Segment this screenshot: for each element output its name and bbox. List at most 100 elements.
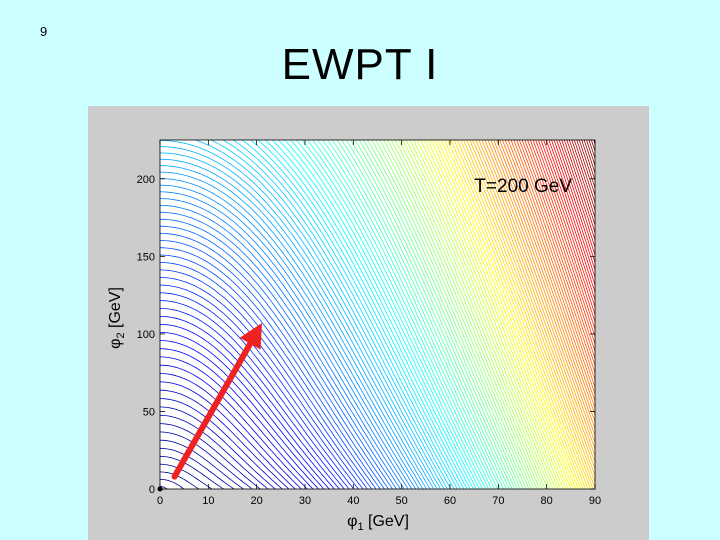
contour-line	[543, 140, 595, 293]
contour-lines	[160, 140, 595, 489]
y-tick-label: 50	[143, 406, 155, 418]
contour-line	[332, 140, 504, 489]
contour-line	[160, 152, 434, 489]
contour-line	[588, 140, 595, 159]
contour-line	[420, 140, 564, 489]
y-tick-label: 200	[137, 174, 155, 186]
contour-line	[416, 140, 561, 489]
figure-panel: 0 10 20 30 40 50 60 70 80 90 0 50 100 150 200 T=200 Ge…	[88, 106, 649, 540]
contour-line	[354, 140, 519, 489]
contour-line	[210, 140, 448, 489]
contour-line	[437, 140, 577, 489]
contour-line	[160, 447, 235, 489]
contour-line	[566, 140, 595, 226]
contour-line	[271, 140, 471, 489]
contour-line	[387, 140, 541, 489]
contour-line	[160, 254, 377, 489]
contour-line	[405, 140, 554, 489]
contour-line	[490, 140, 595, 429]
contour-line	[195, 140, 445, 489]
contour-line	[578, 140, 595, 188]
x-tick-label: 30	[299, 495, 311, 507]
contour-line	[265, 140, 468, 489]
contour-line	[160, 211, 401, 489]
contour-line	[447, 140, 584, 489]
contour-line	[469, 140, 595, 476]
contour-line	[160, 439, 244, 489]
contour-line	[440, 140, 579, 489]
contour-line	[312, 140, 493, 489]
axes: 0 10 20 30 40 50 60 70 80 90 0 50 100 150 200	[137, 139, 601, 507]
x-tick-label: 90	[589, 495, 601, 507]
contour-line	[394, 140, 546, 489]
contour-line	[160, 240, 385, 489]
contour-line	[358, 140, 521, 489]
temperature-annotation: T=200 GeV	[474, 176, 572, 197]
contour-line	[307, 140, 490, 489]
contour-line	[327, 140, 501, 489]
contour-line	[427, 140, 569, 489]
slide-title: EWPT I	[281, 40, 439, 89]
contour-line	[466, 140, 595, 482]
contour-line	[160, 218, 397, 489]
contour-line	[350, 140, 516, 489]
contour-line	[371, 140, 530, 489]
contour-line	[336, 140, 507, 489]
contour-line	[160, 478, 184, 489]
contour-line	[160, 423, 261, 489]
contour-line	[160, 308, 345, 489]
contour-line	[160, 191, 413, 489]
contour-line	[453, 140, 589, 489]
contour-line	[472, 140, 595, 469]
contour-line	[160, 414, 269, 489]
x-axis-label: φ1 [GeV]	[347, 513, 409, 533]
contour-line	[160, 431, 253, 489]
contour-line	[430, 140, 572, 489]
minimum-marker	[157, 486, 163, 492]
contour-line	[456, 140, 591, 489]
contour-line	[296, 140, 483, 489]
contour-plot: 0 10 20 30 40 50 60 70 80 90 0 50 100 150 200 T=200 Ge…	[107, 139, 601, 533]
contour-line	[535, 140, 595, 315]
contour-line	[250, 140, 461, 489]
contour-line	[558, 140, 595, 248]
slide-number: 9	[40, 24, 48, 39]
x-tick-label: 70	[492, 495, 504, 507]
contour-line	[160, 184, 416, 489]
contour-line	[160, 198, 409, 489]
contour-line	[527, 140, 595, 337]
contour-line	[290, 140, 480, 489]
x-tick-label: 20	[251, 495, 263, 507]
contour-line	[284, 140, 477, 489]
contour-line	[409, 140, 556, 489]
contour-line	[507, 140, 595, 388]
y-axis-label: φ2 [GeV]	[107, 287, 127, 349]
contour-line	[160, 165, 427, 489]
contour-line	[341, 140, 510, 489]
contour-line	[301, 140, 486, 489]
contour-line	[493, 140, 595, 423]
contour-line	[160, 178, 420, 489]
y-tick-label: 150	[137, 251, 155, 263]
contour-line	[375, 140, 532, 489]
contour-line	[160, 225, 393, 489]
contour-line	[363, 140, 524, 489]
contour-line	[367, 140, 527, 489]
contour-line	[160, 140, 441, 489]
direction-arrow	[171, 322, 263, 480]
x-tick-label: 60	[444, 495, 456, 507]
contour-line	[160, 247, 381, 489]
x-tick-label: 10	[202, 495, 214, 507]
contour-line	[551, 140, 595, 270]
y-tick-label: 100	[137, 329, 155, 341]
contour-line	[322, 140, 498, 489]
contour-line	[160, 398, 283, 489]
contour-line	[317, 140, 495, 489]
contour-line	[278, 140, 474, 489]
contour-line	[379, 140, 535, 489]
contour-line	[345, 140, 513, 489]
contour-line	[463, 140, 595, 489]
x-tick-label: 40	[347, 495, 359, 507]
contour-line	[423, 140, 567, 489]
contour-line	[433, 140, 574, 489]
